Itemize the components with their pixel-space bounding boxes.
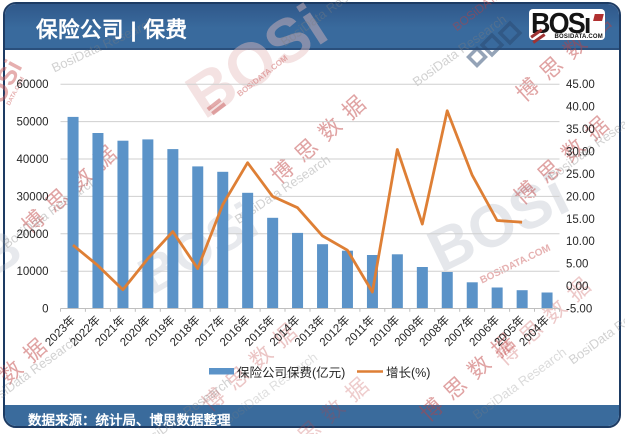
svg-text:增长(%): 增长(%) bbox=[386, 365, 430, 380]
svg-text:0.00: 0.00 bbox=[566, 281, 588, 293]
svg-text:20000: 20000 bbox=[17, 229, 49, 241]
svg-text:0: 0 bbox=[42, 304, 48, 316]
svg-text:保险公司保费(亿元): 保险公司保费(亿元) bbox=[237, 365, 345, 380]
svg-text:10000: 10000 bbox=[17, 266, 49, 278]
svg-text:5.00: 5.00 bbox=[566, 259, 588, 271]
svg-text:40000: 40000 bbox=[17, 154, 49, 166]
svg-text:35.00: 35.00 bbox=[566, 124, 595, 136]
svg-text:10.00: 10.00 bbox=[566, 236, 595, 248]
svg-text:60000: 60000 bbox=[17, 79, 49, 91]
svg-text:-5.00: -5.00 bbox=[566, 304, 592, 316]
svg-text:30000: 30000 bbox=[17, 191, 49, 203]
svg-text:20.00: 20.00 bbox=[566, 191, 595, 203]
svg-text:25.00: 25.00 bbox=[566, 169, 595, 181]
svg-text:40.00: 40.00 bbox=[566, 102, 595, 114]
svg-text:15.00: 15.00 bbox=[566, 214, 595, 226]
svg-text:50000: 50000 bbox=[17, 117, 49, 129]
svg-text:30.00: 30.00 bbox=[566, 147, 595, 159]
svg-text:45.00: 45.00 bbox=[566, 79, 595, 91]
